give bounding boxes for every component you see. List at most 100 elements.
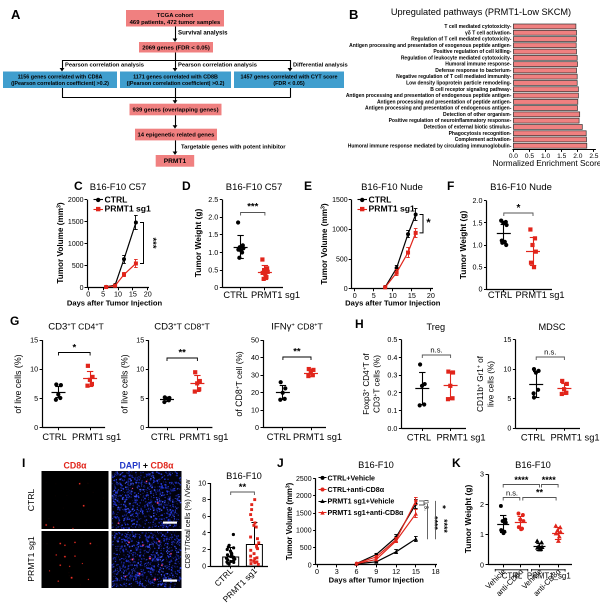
svg-text:PRMT1 sg1: PRMT1 sg1 (515, 290, 564, 300)
svg-text:γδ T cell activation-: γδ T cell activation- (465, 30, 512, 36)
svg-text:CTRL: CTRL (26, 489, 36, 512)
svg-text:(FDR < 0.05): (FDR < 0.05) (273, 81, 305, 87)
svg-text:CTRL: CTRL (105, 194, 128, 204)
svg-text:K: K (452, 456, 461, 470)
svg-text:1.5: 1.5 (208, 230, 218, 239)
svg-text:B16-F10 Nude: B16-F10 Nude (490, 182, 552, 193)
svg-text:****: **** (439, 519, 449, 533)
svg-text:Normalized Enrichment Score: Normalized Enrichment Score (493, 159, 600, 168)
svg-text:B16-F10: B16-F10 (226, 471, 262, 481)
svg-text:Humoral immune response mediat: Humoral immune response mediated by circ… (348, 143, 512, 149)
svg-text:Pearson correlation analysis: Pearson correlation analysis (178, 63, 257, 69)
svg-text:14 epigenetic related genes: 14 epigenetic related genes (138, 133, 216, 139)
svg-text:4: 4 (202, 528, 206, 537)
svg-text:PRMT1_sg1: PRMT1_sg1 (527, 572, 571, 581)
svg-text:n.s.: n.s. (544, 348, 556, 357)
svg-text:Complement activation-: Complement activation- (455, 137, 512, 143)
svg-text:PRMT1 sg1: PRMT1 sg1 (105, 204, 152, 214)
svg-text:D: D (182, 179, 191, 193)
svg-text:0.0: 0.0 (387, 424, 397, 433)
svg-text:20: 20 (251, 388, 259, 397)
svg-text:10: 10 (503, 365, 511, 374)
svg-text:PRMT1 sg1: PRMT1 sg1 (72, 432, 121, 442)
svg-text:15: 15 (129, 290, 137, 299)
svg-text:Low density lipoprotein partic: Low density lipoprotein particle remodel… (406, 81, 512, 87)
svg-text:15: 15 (408, 291, 416, 300)
svg-text:G: G (10, 314, 19, 328)
svg-text:10: 10 (389, 291, 397, 300)
svg-text:939 genes (overlapping genes): 939 genes (overlapping genes) (132, 108, 218, 114)
svg-text:B16-F10 C57: B16-F10 C57 (90, 182, 147, 193)
svg-text:PRMT1 sg1: PRMT1 sg1 (550, 433, 599, 443)
svg-text:of CD8+T cell (%): of CD8+T cell (%) (234, 351, 244, 417)
svg-text:Negative regulation of T cell: Negative regulation of T cell mediated i… (396, 74, 512, 80)
svg-text:J: J (277, 456, 284, 470)
svg-text:1.0: 1.0 (541, 153, 550, 160)
svg-text:Humoral immune response-: Humoral immune response- (445, 62, 511, 68)
svg-text:Detection of external biotic s: Detection of external biotic stimulus- (424, 124, 512, 130)
svg-text:Foxp3+ CD4+T of: Foxp3+ CD4+T of (362, 353, 371, 415)
svg-text:Tumor Volume (mm3): Tumor Volume (mm3) (56, 202, 65, 284)
svg-text:1156 genes correlated with CD8: 1156 genes correlated with CD8A (18, 74, 103, 80)
svg-text:n.s.: n.s. (506, 489, 518, 498)
svg-text:1500: 1500 (68, 219, 84, 226)
svg-text:E: E (304, 179, 312, 193)
svg-text:Antigen processing and present: Antigen processing and presentation of p… (377, 99, 512, 105)
svg-text:PRMT1: PRMT1 (164, 158, 187, 165)
svg-text:0.5: 0.5 (473, 263, 483, 272)
svg-text:5: 5 (372, 291, 376, 300)
svg-text:2.5: 2.5 (589, 153, 598, 160)
svg-text:B: B (349, 7, 358, 22)
svg-text:B16-F10 C57: B16-F10 C57 (226, 182, 283, 193)
svg-text:DAPI + CD8α: DAPI + CD8α (119, 461, 174, 471)
svg-text:1000: 1000 (68, 241, 84, 248)
svg-text:B16-F10: B16-F10 (358, 460, 394, 470)
svg-text:Survival analysis: Survival analysis (178, 30, 228, 37)
svg-text:3: 3 (480, 470, 484, 479)
svg-text:CTRL: CTRL (488, 290, 512, 300)
svg-text:*: * (72, 343, 76, 354)
svg-text:5: 5 (101, 290, 105, 299)
svg-text:Antigen processing and present: Antigen processing and presentation of e… (349, 43, 512, 49)
svg-text:0: 0 (80, 285, 84, 292)
svg-text:live cells (%): live cells (%) (487, 361, 496, 407)
svg-text:n.s.: n.s. (430, 346, 442, 355)
svg-text:10: 10 (30, 365, 38, 374)
svg-text:0.5: 0.5 (387, 335, 397, 344)
svg-text:CD11b+ Gr1+ of: CD11b+ Gr1+ of (476, 355, 485, 412)
svg-text:20: 20 (427, 291, 435, 300)
svg-text:Detection of other organism-: Detection of other organism- (443, 112, 512, 118)
svg-text:2: 2 (202, 545, 206, 554)
svg-text:PRMT1 sg1: PRMT1 sg1 (26, 536, 36, 582)
svg-text:15: 15 (503, 335, 511, 344)
svg-text:2000: 2000 (68, 197, 84, 204)
svg-text:2069 genes (FDR < 0.05): 2069 genes (FDR < 0.05) (142, 45, 210, 51)
svg-text:18: 18 (432, 567, 440, 576)
svg-text:0: 0 (315, 567, 319, 576)
svg-text:15: 15 (136, 336, 144, 345)
svg-text:Tumor Weight (g): Tumor Weight (g) (463, 485, 473, 554)
svg-text:0: 0 (86, 290, 90, 299)
svg-text:30: 30 (251, 371, 259, 380)
svg-text:1.0: 1.0 (473, 240, 483, 249)
svg-text:8: 8 (202, 495, 206, 504)
svg-text:****: **** (430, 516, 440, 530)
svg-text:(|Pearson correlation coeffici: (|Pearson correlation coefficient| >0.2) (127, 81, 225, 87)
svg-text:2: 2 (480, 500, 484, 509)
svg-text:0: 0 (344, 286, 348, 293)
svg-text:PRMT1 sg1: PRMT1 sg1 (369, 204, 416, 214)
svg-text:1: 1 (480, 530, 484, 539)
svg-text:MDSC: MDSC (538, 322, 565, 332)
svg-text:CTRL: CTRL (42, 432, 66, 442)
svg-text:1500: 1500 (332, 197, 348, 204)
svg-text:*: * (516, 203, 520, 214)
svg-text:0: 0 (214, 283, 218, 292)
svg-text:Positive regulation of cell ki: Positive regulation of cell killing- (433, 49, 511, 55)
svg-text:of live cells (%): of live cells (%) (119, 354, 129, 413)
svg-text:0: 0 (255, 423, 259, 432)
svg-text:0: 0 (479, 285, 483, 294)
svg-text:Antigen processing and present: Antigen processing and presentation of e… (346, 93, 512, 99)
svg-text:0: 0 (507, 424, 511, 433)
svg-text:CD8+T/Total cells (%) /View: CD8+T/Total cells (%) /View (183, 479, 192, 569)
svg-text:TCGA cohort: TCGA cohort (157, 13, 193, 19)
